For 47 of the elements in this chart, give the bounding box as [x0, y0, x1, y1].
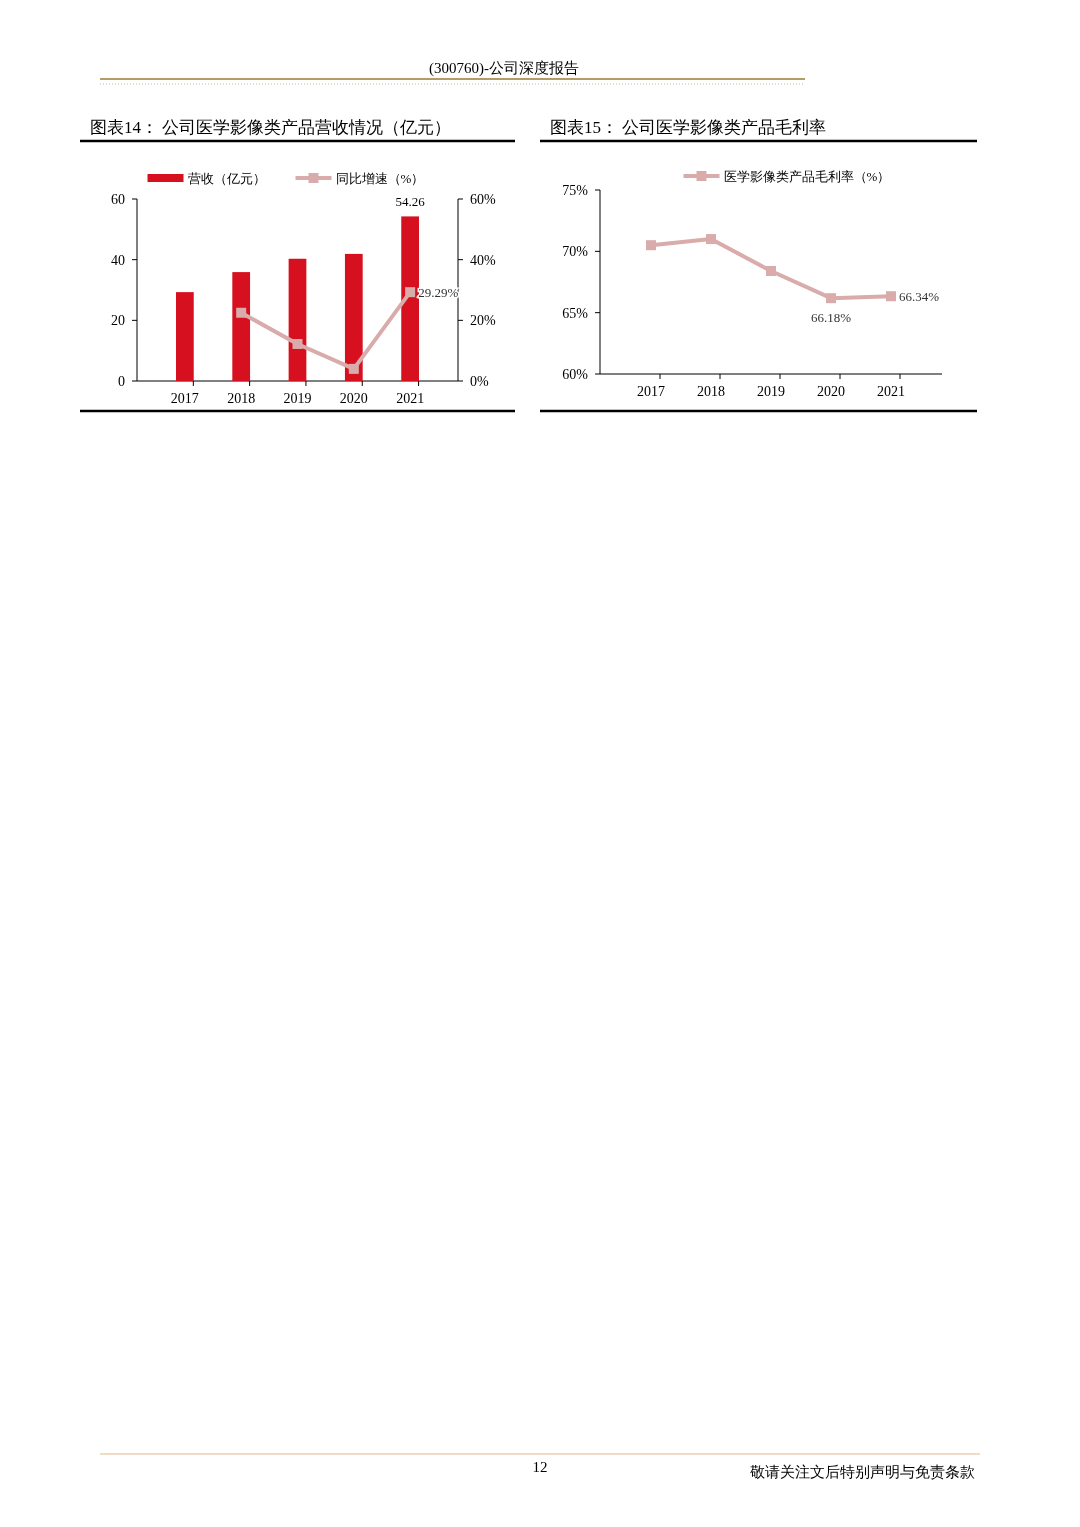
- data-label: 54.26: [395, 194, 426, 210]
- x-tick-label: 2021: [396, 391, 425, 406]
- bar: [401, 216, 419, 381]
- point: [886, 291, 896, 302]
- point: [826, 293, 836, 304]
- chart-title: 图表15： 公司医学影像类产品毛利率: [550, 118, 827, 137]
- x-tick-label: 2020: [817, 384, 845, 399]
- y-tick-label: 60: [111, 192, 125, 207]
- point: [646, 240, 656, 251]
- y-tick-label: 40: [111, 252, 125, 268]
- y-tick-label: 20: [111, 313, 125, 329]
- y-tick-label: 70%: [562, 244, 589, 260]
- y2-tick-label: 60%: [470, 192, 496, 207]
- x-tick-label: 2021: [877, 384, 905, 399]
- x-tick-label: 2018: [697, 384, 725, 399]
- point: [766, 265, 776, 276]
- y-tick-label: 75%: [562, 183, 589, 198]
- y-tick-label: 0: [118, 374, 125, 389]
- bar: [232, 272, 251, 381]
- data-label: 66.34%: [899, 289, 940, 305]
- legend-label: 医学影像类产品毛利率（%）: [723, 169, 891, 184]
- point: [348, 363, 359, 374]
- point: [236, 307, 247, 318]
- legend-label: 同比增速（%）: [335, 171, 425, 186]
- y2-tick-label: 40%: [470, 252, 496, 268]
- bar: [288, 258, 307, 381]
- y-tick-label: 65%: [562, 305, 589, 321]
- y2-tick-label: 0%: [470, 374, 489, 389]
- point: [405, 287, 416, 298]
- x-tick-label: 2020: [339, 391, 368, 406]
- text: 12: [532, 1459, 548, 1475]
- y2-tick-label: 20%: [470, 313, 496, 329]
- x-tick-label: 2019: [757, 384, 785, 399]
- chart-title: 图表14： 公司医学影像类产品营收情况（亿元）: [90, 118, 452, 137]
- bar: [344, 253, 363, 381]
- text: 敬请关注文后特别声明与免责条款: [750, 1463, 975, 1481]
- bar: [176, 292, 194, 381]
- point: [706, 234, 716, 245]
- text: (300760)-公司深度报告: [429, 60, 579, 77]
- x-tick-label: 2017: [637, 384, 665, 399]
- point: [292, 338, 303, 349]
- x-tick-label: 2017: [170, 391, 199, 406]
- data-label: 66.18%: [810, 310, 852, 326]
- x-tick-label: 2018: [227, 391, 256, 406]
- y-tick-label: 60%: [562, 367, 589, 382]
- legend-label: 营收（亿元）: [187, 171, 266, 186]
- x-tick-label: 2019: [283, 391, 312, 406]
